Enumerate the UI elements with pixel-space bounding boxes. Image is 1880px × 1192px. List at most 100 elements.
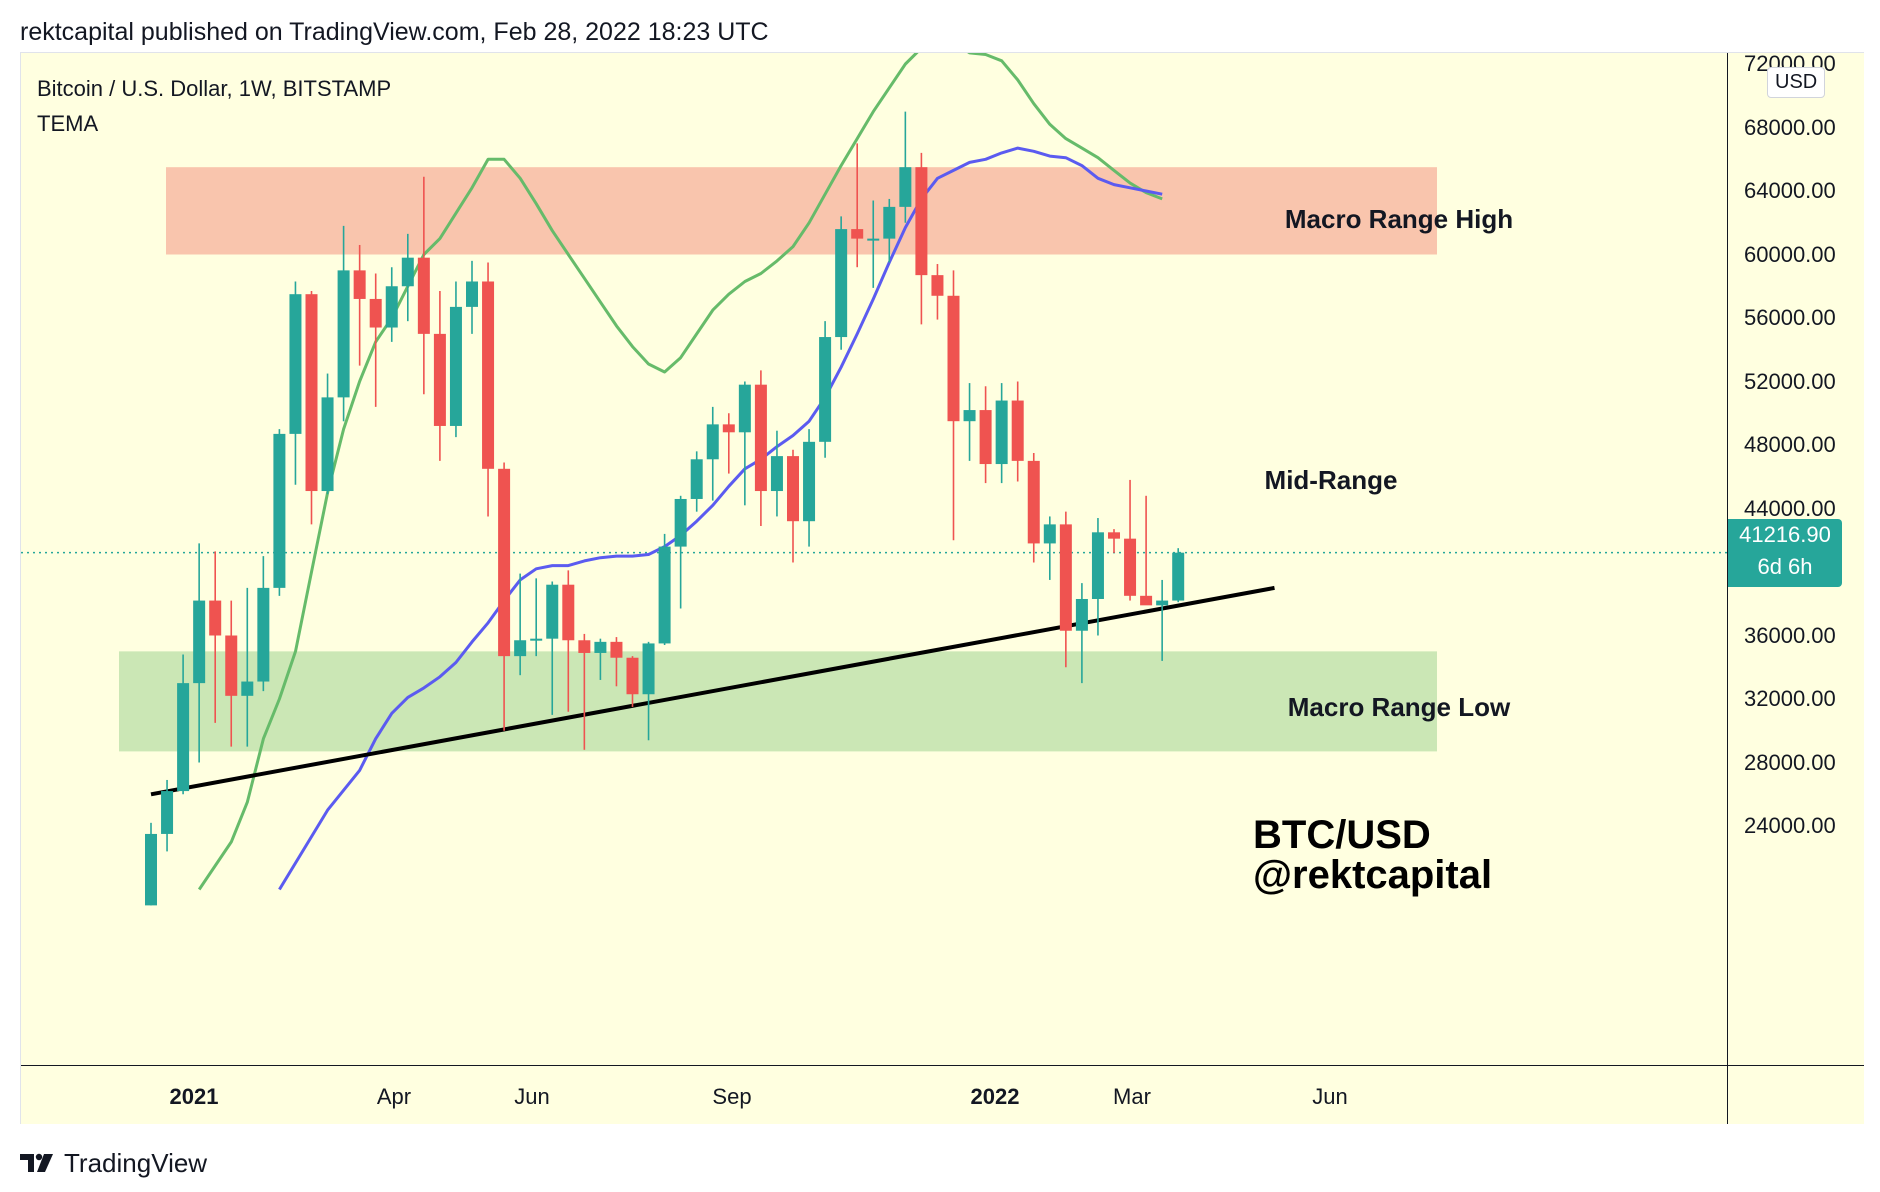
candle[interactable] [1108, 529, 1120, 553]
candle[interactable] [417, 176, 430, 395]
candle[interactable] [482, 262, 495, 517]
candle-body [738, 384, 751, 433]
candle[interactable] [305, 291, 318, 525]
candle[interactable] [674, 495, 687, 609]
candle[interactable] [1043, 516, 1056, 580]
candle[interactable] [209, 551, 222, 723]
candle[interactable] [690, 451, 703, 512]
price-tick: 64000.00 [1744, 178, 1836, 203]
candle-body [337, 270, 350, 398]
candle[interactable] [498, 462, 511, 731]
candle[interactable] [241, 587, 254, 747]
tema-line-green [197, 37, 1163, 891]
zone-macro-range-high [166, 167, 1437, 255]
candle[interactable] [337, 225, 350, 422]
watermark-author: @rektcapital [1253, 853, 1492, 897]
candle[interactable] [514, 573, 527, 676]
candle[interactable] [177, 654, 190, 795]
candle-body [867, 238, 880, 241]
candle-body [209, 600, 222, 636]
candle[interactable] [819, 321, 832, 458]
macro-high-label: Macro Range High [1285, 204, 1513, 234]
candle[interactable] [225, 600, 238, 747]
candle-body [546, 584, 559, 639]
price-tick: 52000.00 [1744, 368, 1836, 394]
candle[interactable] [385, 267, 398, 342]
candle[interactable] [835, 216, 848, 350]
candle[interactable] [594, 638, 607, 680]
candle[interactable] [883, 198, 896, 263]
price-tick: 56000.00 [1744, 305, 1836, 330]
candle[interactable] [931, 264, 944, 320]
candle[interactable] [754, 370, 767, 526]
candle[interactable] [562, 570, 575, 712]
candle[interactable] [193, 543, 206, 763]
candle-body [610, 641, 623, 658]
candle[interactable] [145, 822, 157, 906]
candle[interactable] [1027, 452, 1040, 563]
candle[interactable] [658, 533, 671, 646]
candle[interactable] [161, 779, 174, 852]
candle[interactable] [947, 270, 960, 541]
zone-macro-range-low [119, 651, 1437, 752]
candle[interactable] [1172, 548, 1185, 603]
candle[interactable] [770, 430, 783, 517]
candle[interactable] [273, 429, 286, 596]
chart-frame: Macro Range High Mid-Range Macro Range L… [20, 37, 1864, 1124]
price-scale[interactable]: 72000.00 68000.00 64000.00 60000.00 56000.00… [1727, 51, 1864, 1065]
candle[interactable] [722, 413, 735, 474]
candle[interactable] [1075, 583, 1088, 684]
candle[interactable] [738, 381, 751, 506]
symbol-title[interactable]: Bitcoin / U.S. Dollar, 1W, BITSTAMP [37, 76, 392, 101]
candle[interactable] [401, 233, 414, 322]
candle[interactable] [321, 373, 334, 495]
scale-corner [1727, 1065, 1864, 1124]
candle[interactable] [995, 383, 1008, 484]
candle[interactable] [851, 143, 864, 268]
candle[interactable] [1140, 495, 1153, 606]
candle-body [931, 275, 944, 296]
indicator-title[interactable]: TEMA [37, 111, 99, 136]
candle[interactable] [1156, 579, 1169, 661]
candle[interactable] [449, 281, 462, 438]
time-tick: Jun [514, 1084, 550, 1109]
candle[interactable] [1091, 518, 1104, 636]
candle[interactable] [787, 449, 799, 563]
candle[interactable] [466, 260, 478, 334]
candle[interactable] [899, 111, 912, 223]
candle[interactable] [626, 656, 639, 707]
time-scale[interactable]: 2021 Apr Jun Sep 2022 Mar Jun [21, 1065, 1727, 1124]
candle-body [915, 167, 928, 276]
publish-header: rektcapital published on TradingView.com… [20, 18, 769, 46]
price-tick: 68000.00 [1744, 114, 1836, 140]
candle[interactable] [369, 273, 382, 407]
candle[interactable] [1124, 479, 1137, 601]
candle[interactable] [530, 578, 543, 657]
candle-body [1075, 598, 1088, 631]
candle[interactable] [546, 581, 559, 715]
candle[interactable] [610, 637, 623, 687]
footer-brand: TradingView [64, 1147, 208, 1178]
candle[interactable] [963, 383, 976, 461]
currency-button[interactable]: USD [1767, 67, 1826, 98]
candle[interactable] [706, 406, 719, 501]
candle[interactable] [867, 200, 880, 288]
tradingview-logo-icon [20, 1153, 53, 1172]
candle[interactable] [979, 386, 992, 484]
candle-body [482, 281, 495, 469]
candle[interactable] [803, 429, 816, 547]
candle[interactable] [353, 244, 366, 366]
tradingview-footer[interactable]: TradingView [20, 1143, 207, 1183]
candle[interactable] [289, 281, 302, 485]
candle[interactable] [257, 556, 270, 692]
plot-area[interactable]: Macro Range High Mid-Range Macro Range L… [21, 37, 1727, 1065]
candle-body [578, 640, 591, 653]
price-tick: 48000.00 [1744, 432, 1836, 457]
candle[interactable] [433, 291, 446, 461]
candle[interactable] [1059, 511, 1072, 668]
candle-body [819, 337, 832, 442]
candle[interactable] [1011, 381, 1024, 482]
candle[interactable] [642, 641, 655, 741]
candle[interactable] [915, 152, 928, 325]
candle[interactable] [578, 633, 591, 750]
